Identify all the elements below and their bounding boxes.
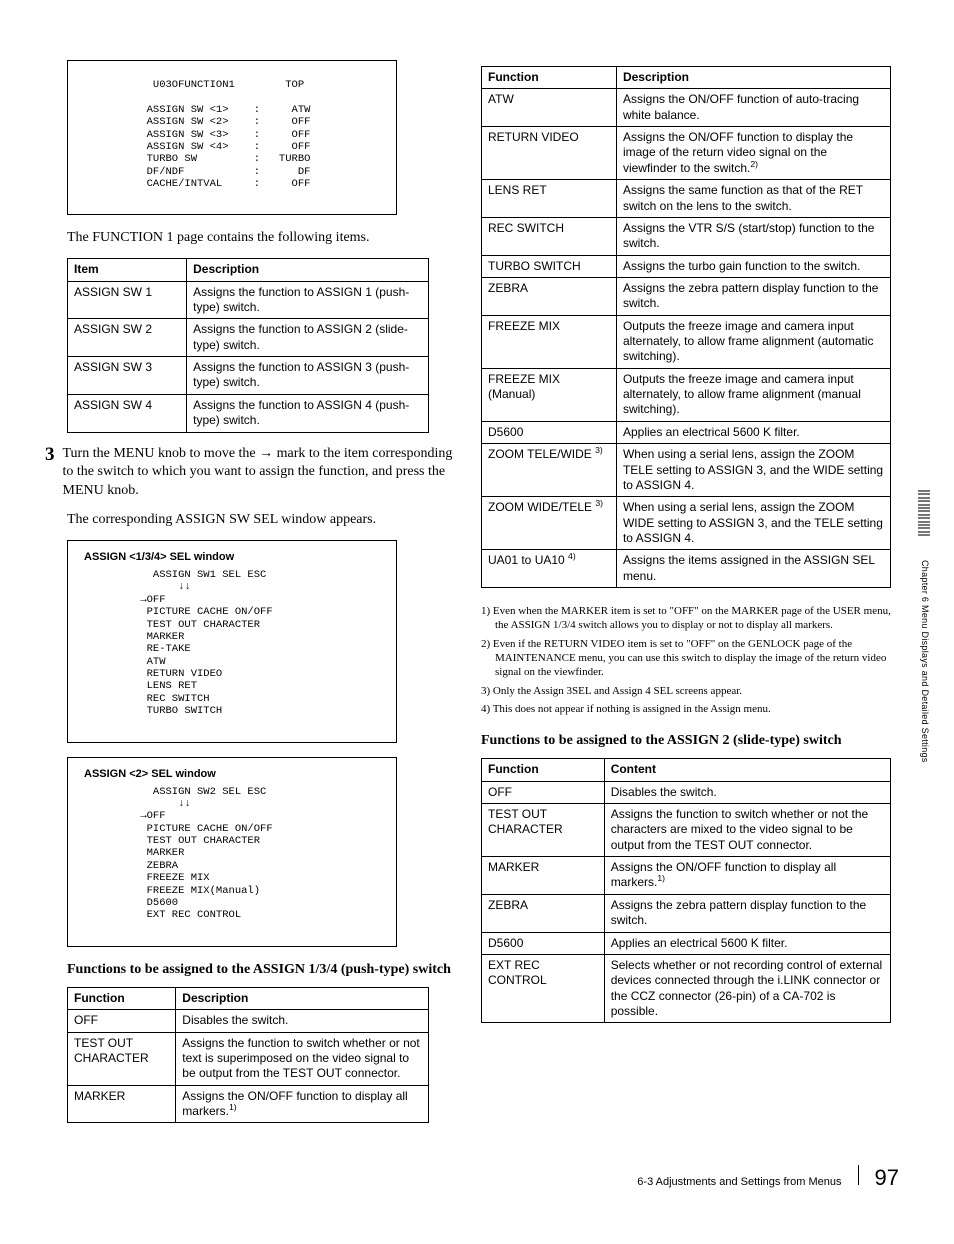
assign-2-sel-window: ASSIGN <2> SEL window ASSIGN SW2 SEL ESC… (67, 757, 397, 947)
window-title: ASSIGN <2> SEL window (84, 768, 380, 780)
page-number: 97 (875, 1165, 899, 1191)
window-content: ASSIGN SW1 SEL ESC ↓↓ →OFF PICTURE CACHE… (134, 569, 380, 718)
table-function1-items: ItemDescriptionASSIGN SW 1Assigns the fu… (67, 258, 429, 432)
menu-text: U03OFUNCTION1 TOP ASSIGN SW <1> : ATW AS… (134, 79, 380, 190)
step-text: Turn the MENU knob to move the → mark to… (63, 445, 456, 502)
table-assign134-functions: FunctionDescriptionOFFDisables the switc… (67, 987, 429, 1124)
footer-divider (858, 1165, 859, 1185)
subheading-assign134: Functions to be assigned to the ASSIGN 1… (67, 961, 455, 979)
footnotes: 1) Even when the MARKER item is set to "… (481, 604, 891, 716)
footer-section-title: 6-3 Adjustments and Settings from Menus (637, 1176, 841, 1188)
table-functions-continued: FunctionDescriptionATWAssigns the ON/OFF… (481, 66, 891, 588)
subheading-assign2: Functions to be assigned to the ASSIGN 2… (481, 732, 891, 750)
assign-134-sel-window: ASSIGN <1/3/4> SEL window ASSIGN SW1 SEL… (67, 540, 397, 743)
window-content: ASSIGN SW2 SEL ESC ↓↓ →OFF PICTURE CACHE… (134, 786, 380, 922)
right-column: FunctionDescriptionATWAssigns the ON/OFF… (481, 60, 909, 1135)
chapter-side-label: Chapter 6 Menu Displays and Detailed Set… (920, 560, 930, 763)
window-title: ASSIGN <1/3/4> SEL window (84, 551, 380, 563)
page-footer: 6-3 Adjustments and Settings from Menus … (45, 1165, 909, 1191)
left-column: U03OFUNCTION1 TOP ASSIGN SW <1> : ATW AS… (45, 60, 455, 1135)
table-assign2-functions: FunctionContentOFFDisables the switch.TE… (481, 758, 891, 1023)
step-3-followup: The corresponding ASSIGN SW SEL window a… (67, 511, 455, 530)
step-3: 3 Turn the MENU knob to move the → mark … (45, 445, 455, 502)
step-number: 3 (45, 445, 55, 502)
menu-display-function1: U03OFUNCTION1 TOP ASSIGN SW <1> : ATW AS… (67, 60, 397, 215)
page-edge-tab-icon (918, 490, 932, 542)
two-column-layout: U03OFUNCTION1 TOP ASSIGN SW <1> : ATW AS… (45, 60, 909, 1135)
intro-paragraph: The FUNCTION 1 page contains the followi… (67, 229, 455, 248)
